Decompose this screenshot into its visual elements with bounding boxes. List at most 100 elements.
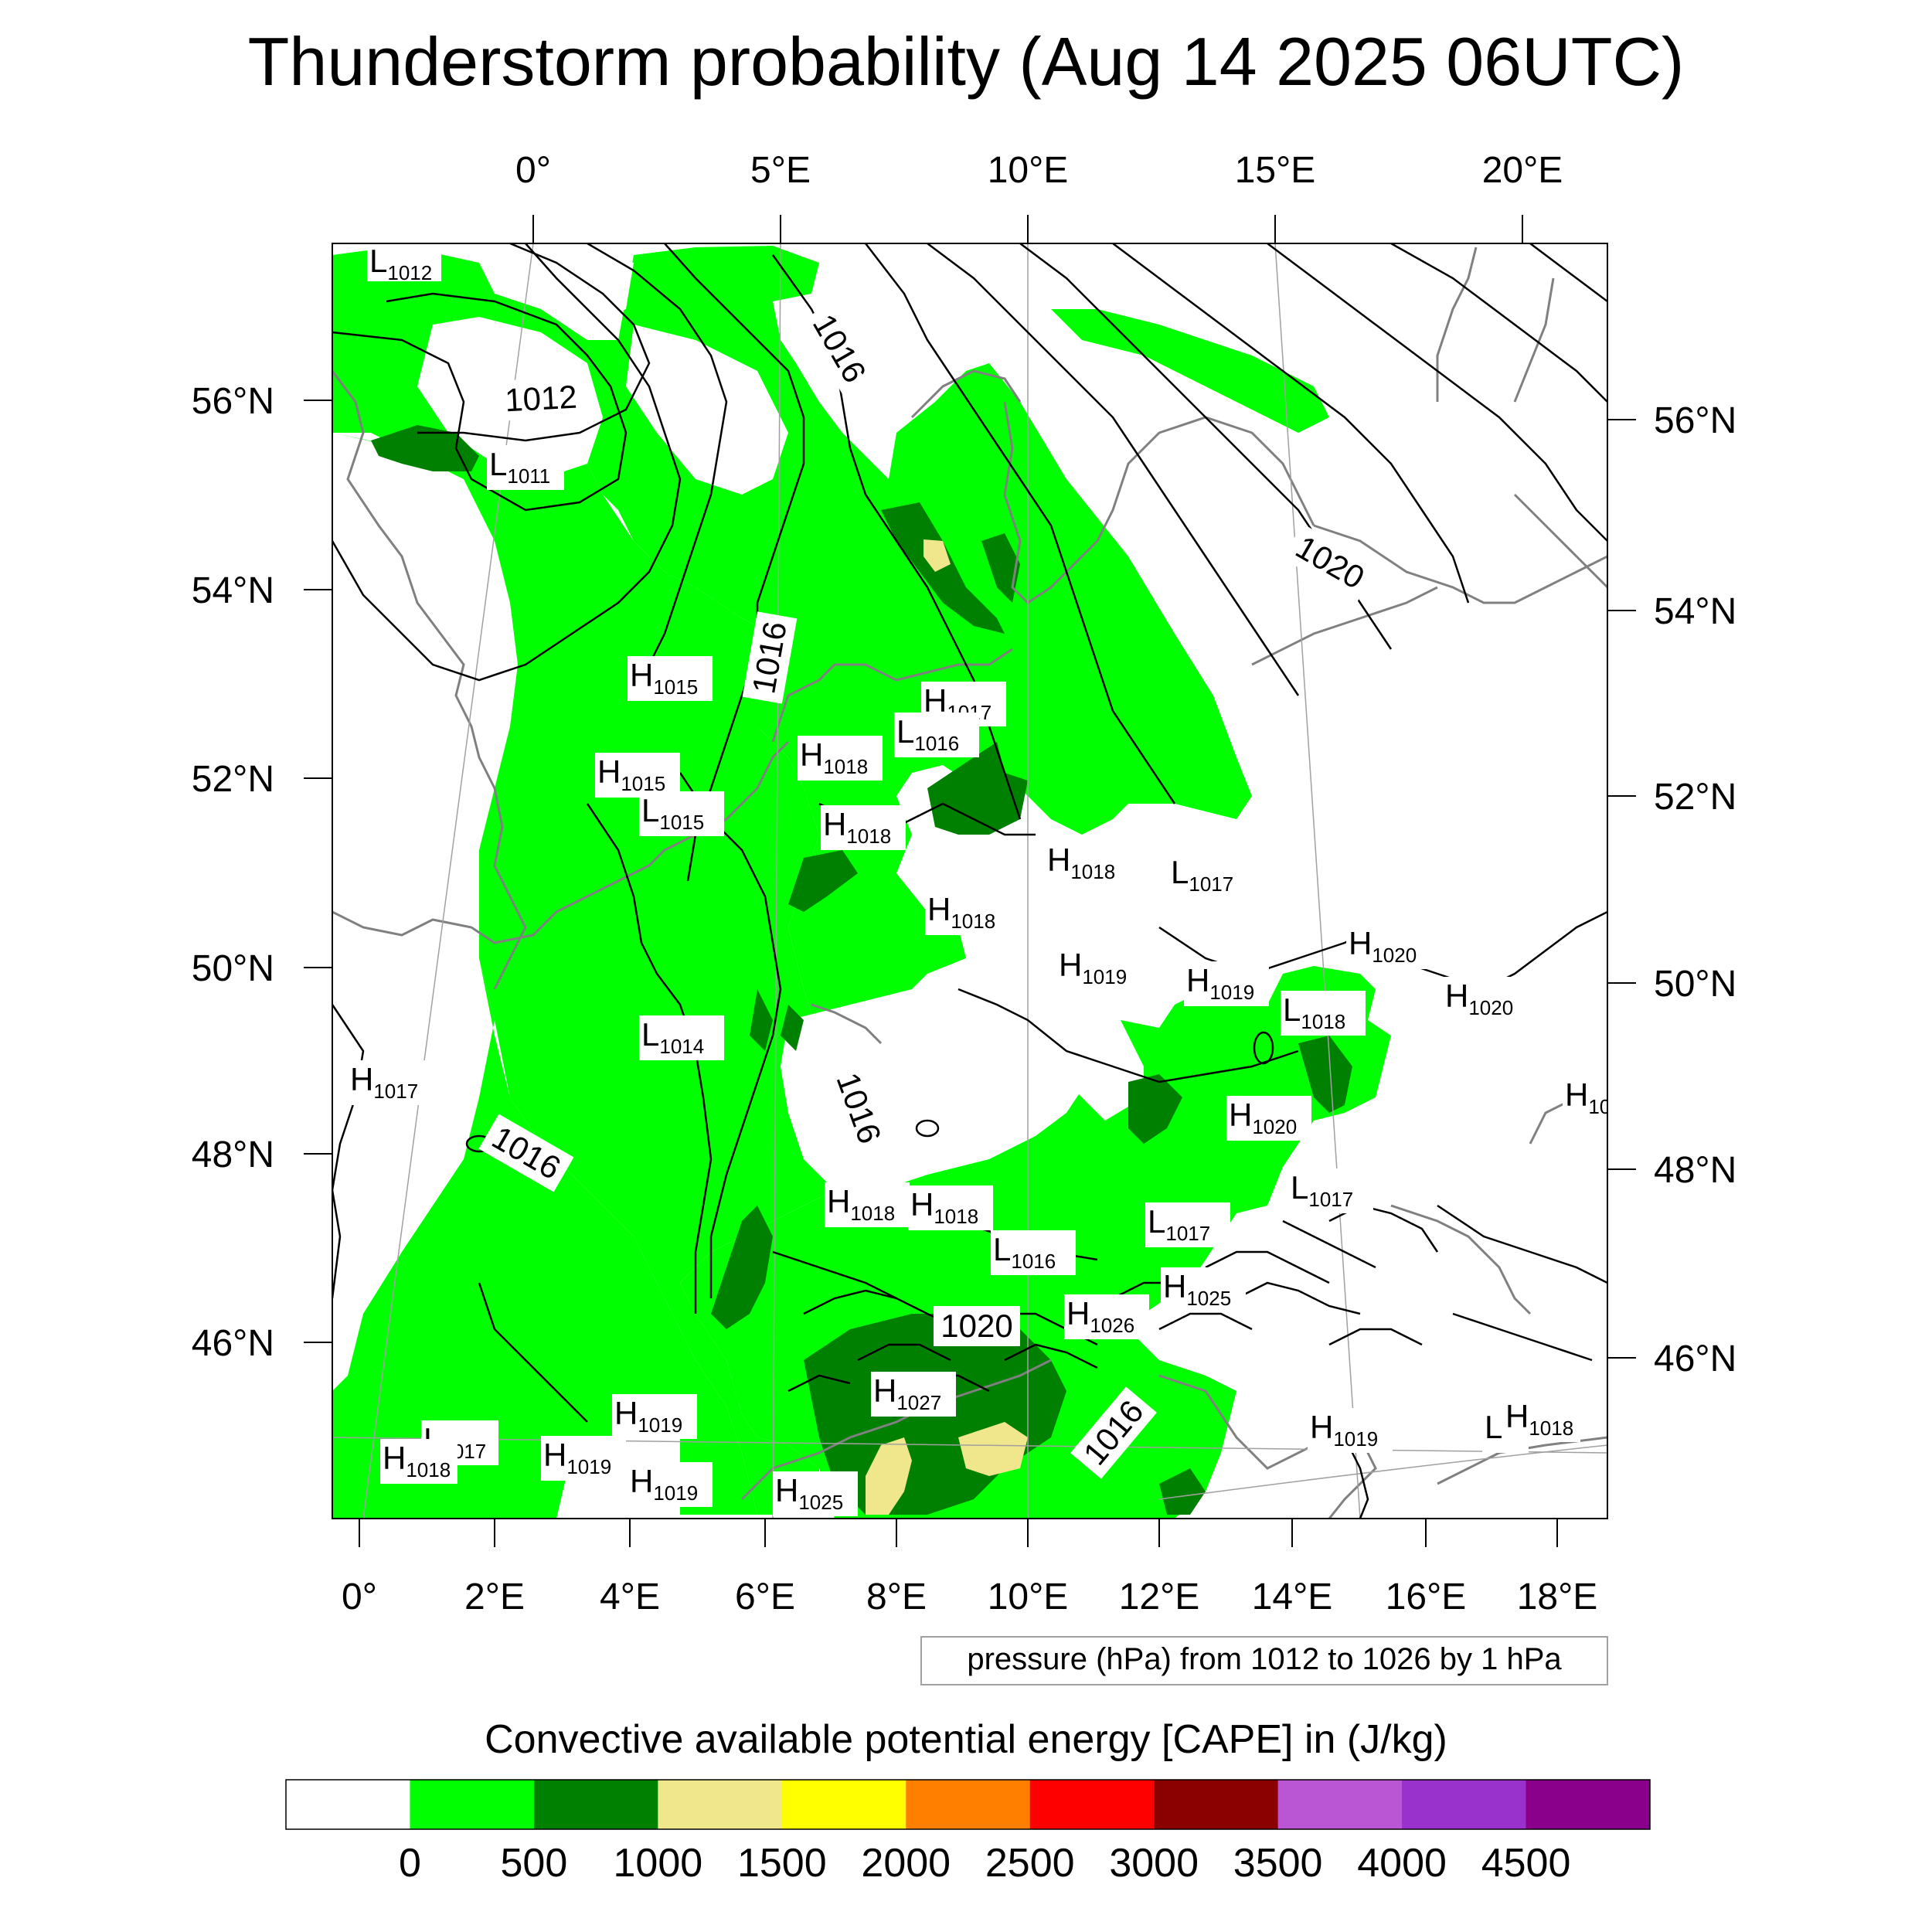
contour-info-text: pressure (hPa) from 1012 to 1026 by 1 hP… [967,1642,1562,1676]
pressure-center-H: H1025 [1161,1267,1246,1312]
lon-label: 6°E [735,1577,795,1617]
lon-label: 4°E [600,1577,660,1617]
svg-text:H1019: H1019 [614,1395,682,1437]
pressure-centers: L1012 L1011 H1015 H1017 L1016 H1018 H101… [348,243,1611,1516]
lon-label: 20°E [1482,150,1563,191]
colorbar-tick-label: 2000 [861,1841,951,1886]
pressure-center-L: L1015 [639,791,724,836]
colorbar-swatch [781,1780,906,1829]
pressure-center-L: L1012 [367,243,441,284]
pressure-center-H: H1020 [1443,977,1528,1022]
svg-text:H1018: H1018 [823,806,891,848]
pressure-center-H: H1018 [908,1185,993,1230]
svg-text:H1025: H1025 [775,1472,843,1514]
pressure-center-H: H10 [1563,1076,1611,1121]
svg-text:H1026: H1026 [1066,1295,1134,1337]
pressure-center-H: H1025 [773,1471,858,1516]
isobar-label: 1020 [940,1308,1012,1344]
svg-text:L1015: L1015 [641,792,704,834]
svg-text:H1019: H1019 [630,1463,698,1505]
pressure-center-H: H1018 [380,1439,457,1484]
pressure-center-H: H1026 [1064,1294,1149,1339]
lon-label: 5°E [750,150,811,191]
colorbar-title: Convective available potential energy [C… [485,1717,1447,1762]
svg-text:L1011: L1011 [489,446,550,488]
map-area: 1012 1016 1016 1020 1016 1016 1020 1016 … [332,243,1611,1519]
lat-label: 50°N [192,948,274,989]
svg-text:H1018: H1018 [383,1440,451,1481]
pressure-center-L: L1011 [487,445,564,490]
colorbar-swatch [533,1780,658,1829]
svg-text:H1027: H1027 [873,1372,941,1414]
pressure-center-H: H1018 [1045,841,1130,886]
svg-text:H1020: H1020 [1229,1097,1297,1138]
pressure-center-H: H1018 [821,805,906,850]
bottom-longitude-labels: 0° 2°E 4°E 6°E 8°E 10°E 12°E 14°E 16°E 1… [342,1577,1597,1617]
colorbar [286,1780,1651,1829]
colorbar-tick-label: 4500 [1481,1841,1571,1886]
lat-label: 48°N [192,1134,274,1175]
svg-text:H1025: H1025 [1163,1268,1231,1310]
pressure-center-L: L1018 [1281,991,1366,1036]
pressure-center-L: L1014 [639,1015,724,1060]
lat-label: 56°N [1654,400,1736,441]
top-longitude-labels: 0° 5°E 10°E 15°E 20°E [515,150,1563,191]
colorbar-tick-labels: 0 500 1000 1500 2000 2500 3000 3500 4000 4500 [399,1841,1570,1886]
svg-text:H1019: H1019 [1186,962,1254,1004]
colorbar-swatch [906,1780,1031,1829]
colorbar-tick-label: 1500 [737,1841,827,1886]
svg-text:H1018: H1018 [927,891,995,933]
colorbar-swatch [1029,1780,1155,1829]
pressure-center-H: H1020 [1226,1096,1311,1141]
pressure-center-L: L1016 [991,1230,1076,1275]
pressure-center-L: L1016 [894,713,979,757]
lon-label: 0° [342,1577,377,1617]
pressure-center-H: H1017 [348,1060,433,1105]
pressure-center-H: H1027 [871,1372,956,1417]
pressure-center-H: H1015 [628,656,713,701]
lon-label: 8°E [866,1577,927,1617]
lat-label: 52°N [1654,777,1736,818]
colorbar-swatch [286,1780,410,1829]
svg-text:H1018: H1018 [800,736,868,778]
svg-text:H1015: H1015 [630,657,698,699]
svg-text:H1019: H1019 [1310,1409,1378,1451]
lat-label: 46°N [192,1323,274,1364]
svg-text:L1017: L1017 [1485,1409,1547,1451]
lon-label: 0° [515,150,551,191]
pressure-center-H: H1019 [1308,1408,1393,1453]
colorbar-swatch [1154,1780,1279,1829]
svg-text:H1017: H1017 [350,1061,418,1103]
lon-label: 12°E [1119,1577,1200,1617]
lon-label: 15°E [1235,150,1316,191]
lon-label: 10°E [988,150,1069,191]
cape-field-0-500-baltic [1051,309,1329,433]
pressure-center-H: H1019 [612,1394,697,1439]
colorbar-swatch [658,1780,783,1829]
svg-text:H1020: H1020 [1445,978,1513,1019]
right-latitude-labels: 56°N 54°N 52°N 50°N 48°N 46°N [1654,400,1736,1379]
colorbar-tick-label: 3500 [1233,1841,1323,1886]
pressure-center-H: H1015 [595,753,680,798]
svg-text:L1017: L1017 [1291,1169,1353,1211]
lon-label: 14°E [1252,1577,1333,1617]
lon-label: 2°E [464,1577,525,1617]
svg-text:H1018: H1018 [910,1186,978,1228]
pressure-center-H: H1019 [541,1436,626,1481]
svg-text:H1018: H1018 [827,1183,895,1225]
pressure-center-L: L1017 [1288,1168,1373,1213]
isobar-label: 1012 [504,379,578,419]
pressure-center-H: H1018 [825,1182,910,1227]
pressure-center-L: L1017 [1145,1202,1230,1247]
pressure-center-H: H1018 [925,890,1010,935]
svg-text:H10: H10 [1565,1077,1611,1118]
colorbar-swatch [1277,1780,1403,1829]
svg-text:H1019: H1019 [543,1437,611,1478]
pressure-center-H: H1019 [1184,961,1269,1006]
colorbar-tick-label: 1000 [614,1841,703,1886]
lon-label: 16°E [1386,1577,1467,1617]
lon-label: 18°E [1517,1577,1598,1617]
left-latitude-labels: 56°N 54°N 52°N 50°N 48°N 46°N [192,381,274,1364]
pressure-center-H: H1018 [798,736,883,781]
pressure-center-L: L1017 [1168,853,1253,898]
